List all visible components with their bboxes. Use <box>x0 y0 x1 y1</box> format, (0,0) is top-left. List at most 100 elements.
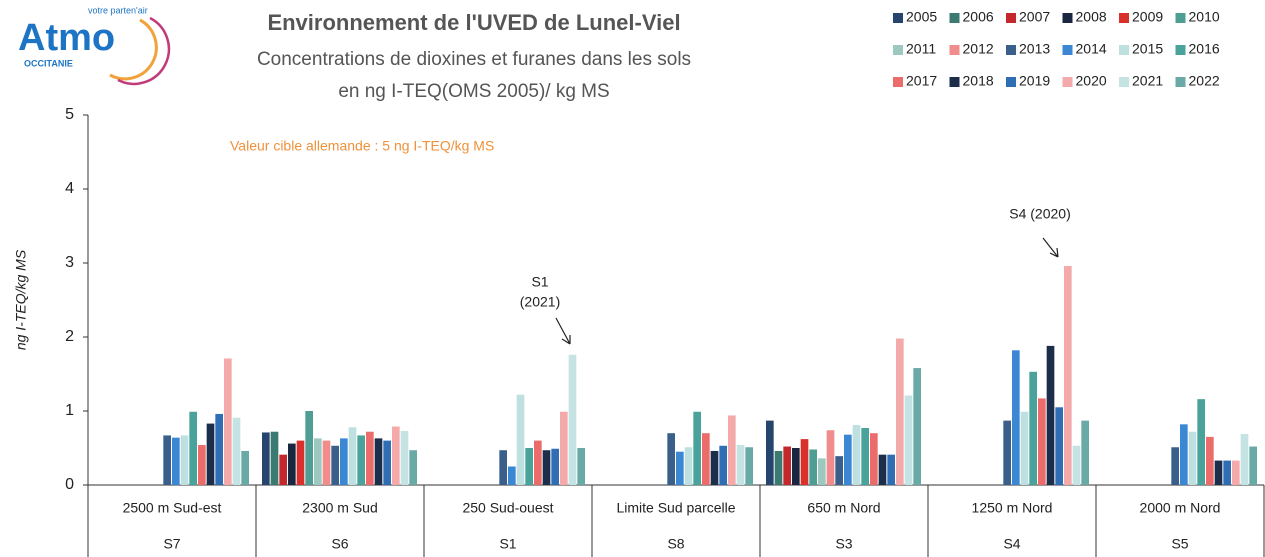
x-tick-label: S1 <box>499 536 516 552</box>
x-tick-label: S8 <box>667 536 684 552</box>
bar <box>577 448 585 485</box>
bar <box>1240 433 1249 485</box>
legend-label: 2010 <box>1189 9 1220 25</box>
legend-label: 2012 <box>963 41 994 57</box>
bar <box>783 446 791 485</box>
chart-subtitle: en ng I-TEQ(OMS 2005)/ kg MS <box>338 81 609 102</box>
legend-swatch <box>893 77 903 87</box>
y-tick-label: 5 <box>65 106 74 123</box>
logo-tagline: votre parten'air <box>88 5 148 15</box>
bar <box>288 443 296 485</box>
bar <box>1171 447 1179 485</box>
legend-label: 2007 <box>1019 9 1050 25</box>
bar <box>1232 460 1240 485</box>
bar <box>1206 436 1214 485</box>
bar <box>499 450 507 485</box>
legend-label: 2005 <box>906 9 937 25</box>
legend-label: 2016 <box>1189 41 1220 57</box>
bar <box>1072 445 1081 485</box>
x-tick-label: 2500 m Sud-est <box>123 500 222 516</box>
bar <box>348 427 357 485</box>
y-tick-label: 4 <box>65 180 74 197</box>
legend-swatch <box>1062 77 1073 87</box>
bar <box>331 445 339 485</box>
bar <box>1029 371 1037 485</box>
bar <box>1188 431 1197 485</box>
bar <box>296 440 305 485</box>
bar <box>710 450 719 485</box>
bar <box>206 423 215 485</box>
x-tick-label: S5 <box>1171 536 1188 552</box>
bar <box>542 450 551 485</box>
bar <box>374 438 383 485</box>
x-tick-label: 250 Sud-ouest <box>462 500 553 516</box>
annotation: S4 (2020) <box>1009 206 1070 222</box>
legend-swatch <box>1119 77 1129 87</box>
bar <box>1214 460 1223 485</box>
bar <box>702 433 710 485</box>
bar <box>172 437 180 485</box>
bar <box>1249 446 1257 485</box>
bar <box>400 430 409 485</box>
bar <box>826 430 835 485</box>
bar <box>736 445 745 485</box>
y-axis-label: ng I-TEQ/kg MS <box>13 249 29 350</box>
bar <box>568 354 577 485</box>
legend-swatch <box>1175 13 1186 23</box>
legend-swatch <box>1119 45 1129 55</box>
bar <box>887 454 895 485</box>
legend-label: 2006 <box>963 9 994 25</box>
legend-swatch <box>1175 45 1186 55</box>
legend-label: 2021 <box>1132 73 1163 89</box>
legend-label: 2019 <box>1019 73 1050 89</box>
legend-label: 2008 <box>1076 9 1107 25</box>
legend-label: 2011 <box>906 41 936 57</box>
legend-swatch <box>1062 45 1073 55</box>
bar <box>508 466 516 485</box>
legend-label: 2022 <box>1189 73 1220 89</box>
bar <box>305 411 313 485</box>
legend-label: 2018 <box>963 73 994 89</box>
bar <box>676 451 684 485</box>
bar <box>852 425 861 485</box>
legend-swatch <box>893 13 903 23</box>
bar <box>1012 350 1020 485</box>
annotation-arrows <box>555 237 1059 345</box>
bar <box>198 445 206 485</box>
bar <box>322 440 331 485</box>
legend-swatch <box>893 45 903 55</box>
legend-label: 2009 <box>1132 9 1163 25</box>
chart-subtitle: Concentrations de dioxines et furanes da… <box>257 49 691 70</box>
logo-swoosh <box>109 18 158 81</box>
bar <box>241 450 249 485</box>
bar <box>766 420 774 485</box>
bar <box>189 411 197 485</box>
legend-swatch <box>949 13 960 23</box>
bar <box>232 417 241 485</box>
logo: votre parten'air Atmo OCCITANIE <box>18 5 171 86</box>
x-tick-label: S7 <box>163 536 180 552</box>
bar <box>215 413 223 485</box>
legend-swatch <box>949 45 960 55</box>
bar <box>357 435 365 485</box>
bar <box>534 440 542 485</box>
bar <box>896 338 904 485</box>
bar <box>262 432 270 485</box>
bar <box>745 447 753 485</box>
bar <box>1055 407 1063 485</box>
x-tick-label: 2000 m Nord <box>1140 500 1221 516</box>
bar <box>818 458 826 485</box>
x-tick-label: 2300 m Sud <box>302 500 378 516</box>
bar <box>800 439 809 485</box>
bar <box>551 448 559 485</box>
bar <box>835 456 843 485</box>
bar <box>383 440 391 485</box>
bar <box>1180 424 1188 485</box>
bar <box>180 435 189 485</box>
legend-swatch <box>1062 13 1073 23</box>
bar <box>1020 411 1029 485</box>
bar <box>1003 420 1011 485</box>
bar <box>163 435 171 485</box>
x-tick-label: S4 <box>1003 536 1020 552</box>
